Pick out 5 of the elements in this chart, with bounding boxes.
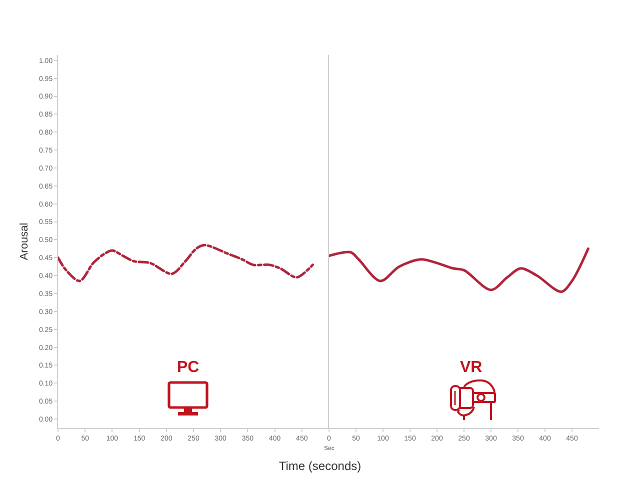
x-axis-title: Time (seconds) [278,459,362,473]
annotation: PC [177,359,200,376]
annotation: VR [460,359,483,376]
y-axis-title: Arousal [18,222,31,260]
line-series [58,244,314,282]
